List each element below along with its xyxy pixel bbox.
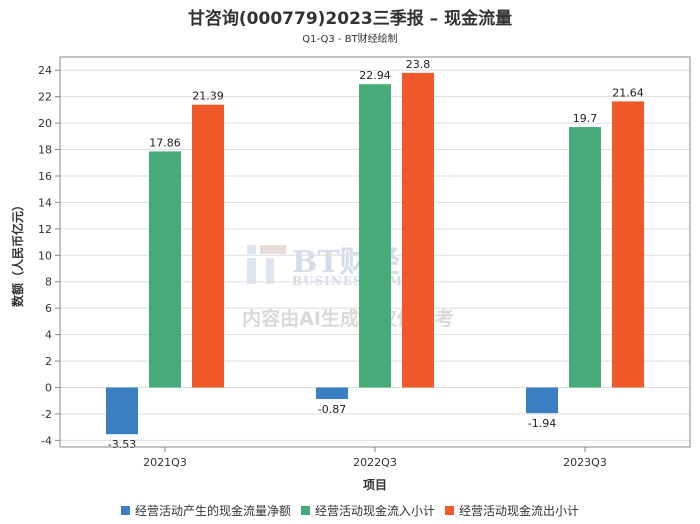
y-tick-label: 4	[45, 329, 52, 342]
y-tick-label: 24	[38, 64, 52, 77]
bars	[106, 72, 644, 435]
bar-series-1-2023Q3	[569, 127, 601, 388]
data-label: 22.94	[359, 69, 391, 82]
legend-label: 经营活动现金流出小计	[459, 504, 580, 518]
y-tick-label: 6	[45, 302, 52, 315]
legend-swatch	[120, 506, 130, 515]
data-labels: -3.53 17.86 21.39 -0.87 22.94 23.8 -1.94 19.7 21…	[108, 58, 644, 451]
y-tick-label: 14	[38, 196, 52, 209]
watermark-notice: 内容由AI生成，仅供参考	[242, 307, 454, 330]
data-label: -3.53	[108, 438, 136, 451]
y-tick-label: 16	[38, 170, 52, 183]
legend-swatch	[445, 506, 454, 515]
chart-title: 甘咨询(000779)2023三季报 – 现金流量	[187, 9, 513, 29]
data-label: 23.8	[406, 58, 431, 71]
y-tick-label: 10	[38, 249, 52, 262]
legend-item-2[interactable]: 经营活动现金流出小计	[445, 502, 579, 519]
bar-series-0-2023Q3	[526, 387, 558, 414]
legend-item-1[interactable]: 经营活动现金流入小计	[300, 502, 435, 519]
y-tick-label: -2	[41, 408, 52, 421]
bar-series-1-2022Q3	[359, 84, 391, 388]
bar-chart: BT财经 BUSINESSTIMES 内容由AI生成，仅供参考 -3.5317.…	[10, 56, 691, 492]
data-label: 17.86	[149, 136, 181, 149]
x-tick-label: 2023Q3	[563, 456, 607, 469]
bar-series-0-2021Q3	[106, 387, 138, 435]
legend: 经营活动产生的现金流量净额 经营活动现金流入小计 经营活动现金流出小计	[0, 502, 700, 519]
legend-label: 经营活动现金流入小计	[314, 504, 435, 518]
bar-series-2-2022Q3	[402, 72, 434, 388]
legend-item-0[interactable]: 经营活动产生的现金流量净额	[120, 502, 291, 519]
legend-swatch	[300, 506, 310, 515]
y-tick-label: 18	[38, 144, 52, 157]
y-axis-title: 数额（人民币亿元）	[10, 199, 25, 307]
x-tick-label: 2022Q3	[353, 456, 397, 469]
y-tick-label: 2	[45, 355, 52, 368]
bt-logo-icon	[247, 245, 286, 284]
y-tick-label: 0	[45, 382, 52, 395]
data-label: 21.64	[612, 86, 644, 99]
bar-series-2-2021Q3	[192, 104, 224, 388]
y-tick-label: 8	[45, 276, 52, 289]
x-axis: 2021Q3 2022Q3 2023Q3	[143, 447, 607, 469]
data-label: 19.7	[573, 112, 598, 125]
y-tick-label: -4	[41, 434, 52, 447]
y-tick-label: 22	[38, 91, 52, 104]
data-label: -0.87	[318, 403, 346, 416]
chart-subtitle: Q1-Q3 - BT财经绘制	[302, 34, 398, 45]
bar-series-2-2023Q3	[612, 101, 644, 388]
legend-label: 经营活动产生的现金流量净额	[134, 504, 291, 518]
bar-series-0-2022Q3	[316, 387, 348, 400]
y-tick-label: 12	[38, 223, 52, 236]
y-tick-label: 20	[38, 117, 52, 130]
x-axis-title: 项目	[363, 478, 387, 492]
data-label: -1.94	[528, 417, 556, 430]
x-tick-label: 2021Q3	[143, 456, 187, 469]
bar-series-1-2021Q3	[149, 151, 181, 388]
data-label: 21.39	[192, 90, 224, 103]
